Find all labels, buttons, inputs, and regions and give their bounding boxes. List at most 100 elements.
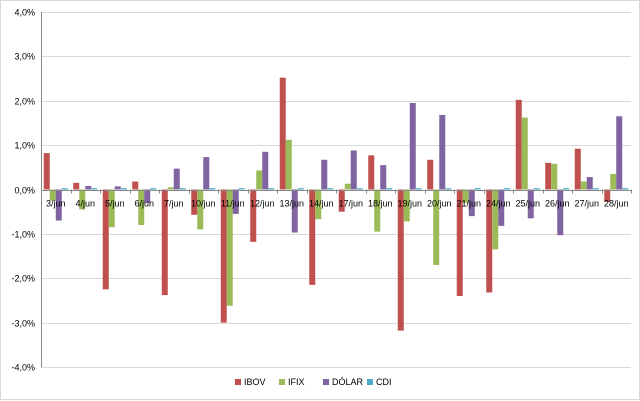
bar-ibov-26-jun bbox=[545, 162, 552, 190]
y-tick-label: -3,0% bbox=[11, 319, 35, 329]
bar-cdi-18-jun bbox=[386, 188, 393, 190]
bar-dlar-24-jun bbox=[498, 189, 505, 226]
x-category-label: 25/jun bbox=[515, 199, 540, 209]
bar-dlar-11-jun bbox=[232, 189, 239, 214]
x-category-label: 10/jun bbox=[191, 199, 216, 209]
bar-dlar-6-jun bbox=[144, 189, 151, 203]
x-category-label: 20/jun bbox=[427, 199, 452, 209]
bar-cdi-7-jun bbox=[179, 188, 186, 190]
bar-ifix-21-jun bbox=[462, 189, 469, 203]
bar-ifix-17-jun bbox=[344, 183, 351, 190]
bars bbox=[43, 77, 629, 331]
x-category-label: 3/jun bbox=[46, 199, 66, 209]
bar-cdi-5-jun bbox=[120, 188, 127, 190]
legend-swatch bbox=[279, 379, 285, 385]
x-category-label: 14/jun bbox=[309, 199, 334, 209]
y-tick-label: 3,0% bbox=[14, 52, 35, 62]
y-tick-label: -1,0% bbox=[11, 230, 35, 240]
bar-dlar-5-jun bbox=[114, 186, 121, 190]
bar-ibov-21-jun bbox=[456, 189, 463, 296]
y-tick-label: 2,0% bbox=[14, 97, 35, 107]
legend-swatch bbox=[367, 379, 373, 385]
bar-dlar-4-jun bbox=[85, 185, 92, 190]
bar-dlar-25-jun bbox=[527, 189, 534, 219]
bar-ifix-12-jun bbox=[256, 170, 263, 190]
bar-ibov-12-jun bbox=[250, 189, 257, 242]
bar-ifix-11-jun bbox=[226, 189, 233, 306]
x-category-label: 21/jun bbox=[456, 199, 481, 209]
legend-label: IFIX bbox=[288, 377, 305, 387]
bar-cdi-21-jun bbox=[474, 188, 481, 190]
x-category-label: 19/jun bbox=[397, 199, 422, 209]
bar-ifix-27-jun bbox=[580, 181, 587, 190]
bar-ibov-11-jun bbox=[220, 189, 227, 323]
bar-ibov-18-jun bbox=[368, 155, 375, 190]
bar-ibov-5-jun bbox=[102, 189, 109, 290]
bar-ifix-4-jun bbox=[79, 189, 86, 210]
bar-ibov-10-jun bbox=[191, 189, 198, 215]
legend-label: CDI bbox=[376, 377, 392, 387]
bar-ibov-4-jun bbox=[73, 182, 80, 190]
bar-ibov-28-jun bbox=[604, 189, 611, 202]
bar-ifix-13-jun bbox=[285, 139, 292, 190]
bar-cdi-10-jun bbox=[209, 188, 216, 190]
x-category-label: 17/jun bbox=[338, 199, 363, 209]
legend-swatch bbox=[323, 379, 329, 385]
y-axis-tick-labels: -4,0% -3,0% -2,0% -1,0% 0,0% 1,0% 2,0% 3,0% 4,0% bbox=[11, 8, 35, 373]
bar-ibov-27-jun bbox=[574, 148, 581, 190]
bar-ifix-10-jun bbox=[197, 189, 204, 230]
bar-ibov-17-jun bbox=[338, 189, 345, 212]
bar-ifix-28-jun bbox=[610, 173, 617, 190]
bar-ibov-24-jun bbox=[486, 189, 493, 293]
bar-cdi-28-jun bbox=[622, 188, 629, 190]
bar-dlar-3-jun bbox=[55, 189, 62, 221]
bar-dlar-13-jun bbox=[291, 189, 298, 233]
bar-dlar-10-jun bbox=[203, 157, 210, 190]
bar-cdi-13-jun bbox=[297, 188, 304, 190]
bar-ifix-24-jun bbox=[492, 189, 499, 250]
x-category-label: 27/jun bbox=[574, 199, 599, 209]
x-category-label: 26/jun bbox=[545, 199, 570, 209]
x-category-label: 28/jun bbox=[604, 199, 629, 209]
bar-ibov-3-jun bbox=[43, 153, 50, 190]
y-tick-label: 0,0% bbox=[14, 186, 35, 196]
bar-dlar-21-jun bbox=[468, 189, 475, 217]
bar-ifix-5-jun bbox=[108, 189, 115, 228]
bar-cdi-24-jun bbox=[504, 188, 511, 190]
bar-cdi-20-jun bbox=[445, 188, 452, 190]
bar-cdi-19-jun bbox=[415, 188, 422, 190]
x-axis bbox=[41, 189, 632, 194]
bar-ibov-20-jun bbox=[427, 159, 434, 190]
bar-dlar-7-jun bbox=[173, 168, 180, 190]
bar-cdi-25-jun bbox=[533, 188, 540, 190]
bar-ibov-6-jun bbox=[132, 181, 139, 190]
x-axis-category-labels: 3/jun 4/jun 5/jun 6/jun 7/jun 10/jun 11/jun 12/… bbox=[46, 199, 629, 209]
legend-swatch bbox=[235, 379, 241, 385]
bar-dlar-28-jun bbox=[616, 116, 623, 190]
bar-ifix-19-jun bbox=[403, 189, 410, 222]
bar-cdi-27-jun bbox=[592, 188, 599, 190]
legend-label: IBOV bbox=[244, 377, 266, 387]
bar-dlar-19-jun bbox=[409, 102, 416, 190]
x-category-label: 5/jun bbox=[105, 199, 125, 209]
bar-ibov-19-jun bbox=[397, 189, 404, 331]
bar-cdi-12-jun bbox=[268, 188, 275, 190]
bar-ifix-14-jun bbox=[315, 189, 322, 220]
x-category-label: 18/jun bbox=[368, 199, 393, 209]
bar-cdi-4-jun bbox=[91, 188, 98, 190]
bar-dlar-18-jun bbox=[380, 165, 387, 190]
x-category-label: 12/jun bbox=[250, 199, 275, 209]
bar-ibov-25-jun bbox=[515, 99, 522, 190]
bar-ibov-14-jun bbox=[309, 189, 316, 285]
x-category-label: 6/jun bbox=[134, 199, 154, 209]
bar-cdi-17-jun bbox=[356, 188, 363, 190]
bar-cdi-6-jun bbox=[150, 188, 157, 190]
legend-label: DÓLAR bbox=[332, 377, 364, 387]
x-category-label: 4/jun bbox=[75, 199, 95, 209]
bar-ifix-6-jun bbox=[138, 189, 145, 225]
bar-dlar-12-jun bbox=[262, 151, 269, 190]
x-category-label: 11/jun bbox=[221, 199, 245, 209]
legend: IBOV IFIX DÓLAR CDI bbox=[235, 377, 392, 387]
